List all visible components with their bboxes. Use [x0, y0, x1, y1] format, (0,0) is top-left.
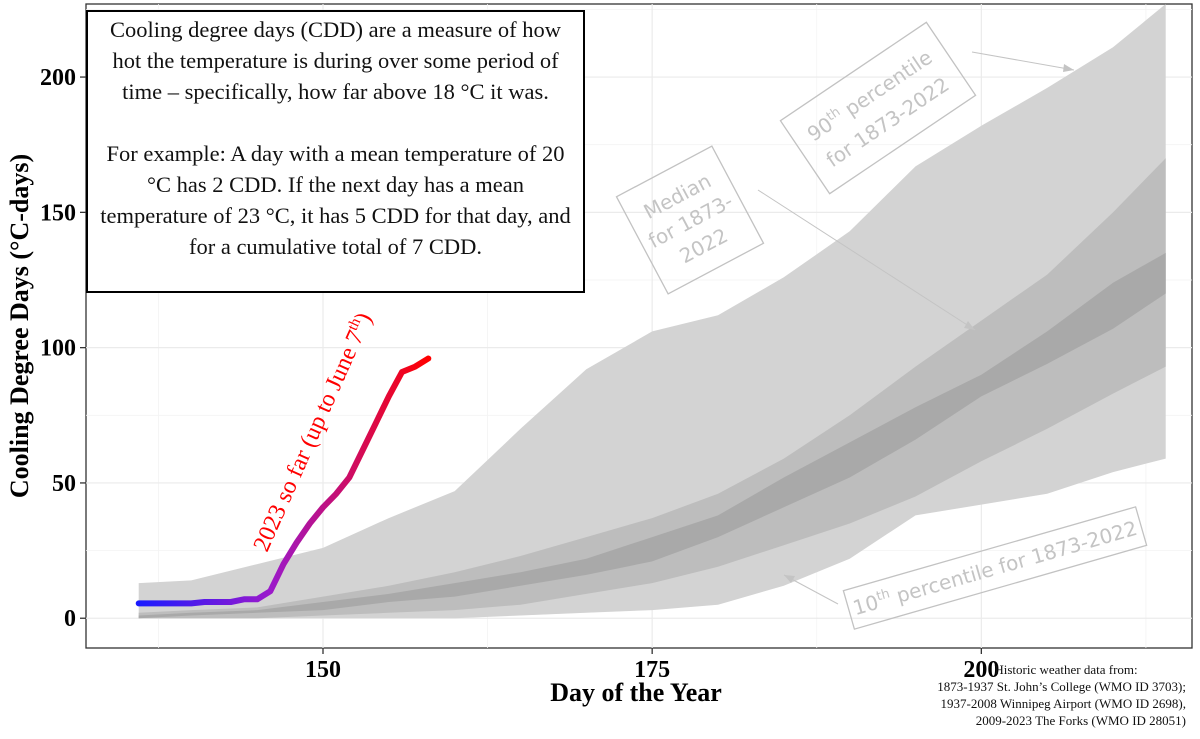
- y-tick-label: 150: [40, 200, 76, 226]
- y-axis-title: Cooling Degree Days (°C-days): [5, 154, 34, 498]
- y-tick-label: 0: [64, 606, 76, 632]
- band-2: [138, 252, 1166, 619]
- source-line-4: 2009-2023 The Forks (WMO ID 28051): [975, 713, 1186, 728]
- annotation-90th-arrow: [971, 51, 1075, 71]
- y-tick-label: 100: [40, 336, 76, 362]
- annotation-10th-arrowhead: [784, 575, 795, 583]
- x-axis-title: Day of the Year: [550, 678, 722, 707]
- annotation-median-arrowhead: [964, 321, 975, 330]
- series-line-0: [135, 355, 432, 607]
- source-line-3: 1937-2008 Winnipeg Airport (WMO ID 2698)…: [940, 696, 1186, 711]
- x-tick-label: 175: [634, 657, 670, 683]
- y-tick-label: 50: [52, 471, 76, 497]
- annotation-10th-arrow: [783, 574, 839, 605]
- data-source-note: Historic weather data from: 1873-1937 St…: [886, 661, 1186, 729]
- axes: 0 50 100 150 200 150 175 200: [40, 65, 999, 683]
- annotation-median-arrow: [757, 189, 976, 331]
- y-tick-label: 200: [40, 65, 76, 91]
- annotation-10th-box: [842, 506, 1148, 630]
- annotation-90th-arrowhead: [1063, 64, 1074, 72]
- source-line-2: 1873-1937 St. John’s College (WMO ID 370…: [937, 679, 1186, 694]
- percentile-bands: [138, 4, 1166, 619]
- x-tick-label: 150: [305, 657, 341, 683]
- annotation-median-box: [615, 145, 765, 295]
- annotation-90th-box: [779, 21, 977, 195]
- explanation-paragraph-1: Cooling degree days (CDD) are a measure …: [109, 17, 562, 104]
- cdd-explanation-box: Cooling degree days (CDD) are a measure …: [86, 10, 585, 293]
- source-line-1: Historic weather data from:: [994, 662, 1138, 677]
- series-2023: [135, 355, 432, 607]
- explanation-paragraph-2: For example: A day with a mean temperatu…: [100, 141, 571, 259]
- x-tick-label: 200: [963, 657, 999, 683]
